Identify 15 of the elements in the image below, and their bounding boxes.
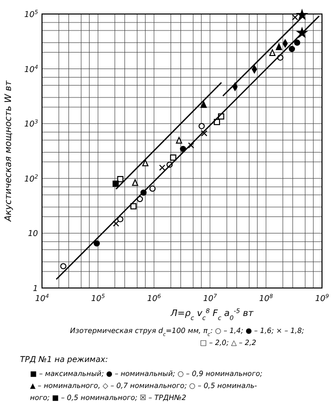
x-tick-label: 10$^{6}$ — [147, 293, 162, 303]
x-tick-label: 10$^{9}$ — [315, 293, 330, 303]
y-tick-label: 10 — [28, 229, 38, 238]
x-tick-label: 10$^{8}$ — [259, 293, 274, 303]
y-tick-label: 10$^{4}$ — [24, 64, 38, 74]
x-tick-label: 10$^{4}$ — [35, 293, 50, 303]
y-tick-label: 1 — [32, 284, 38, 293]
text: ТРД №1 на режимах: — [20, 355, 108, 364]
y-tick-label: 10$^{2}$ — [24, 173, 38, 184]
x-tick-label: 10$^{7}$ — [203, 293, 218, 303]
y-tick-label: 10$^{3}$ — [24, 118, 38, 129]
text: Л=ρ$_{c}$ v$_{c}$$^{8}$ F$_{c}$ a$_{0}$$^{-5}$ вт — [170, 308, 254, 322]
y-tick-label: 10$^{5}$ — [24, 9, 38, 19]
y-axis-title: Акустическая мощность W вт — [4, 80, 14, 222]
x-tick-label: 10$^{5}$ — [91, 293, 106, 303]
